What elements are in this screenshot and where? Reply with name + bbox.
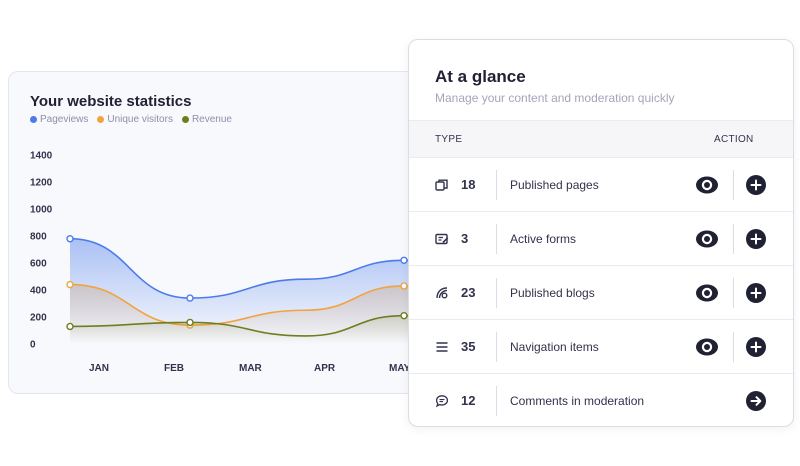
at-a-glance-card: At a glance Manage your content and mode… [408,39,794,427]
view-published-pages-button[interactable] [695,174,719,196]
blog-icon [436,287,448,299]
table-row-published-blogs: 23 Published blogs [409,266,793,320]
add-active-form-button[interactable] [746,229,766,249]
legend-label-revenue: Revenue [191,114,232,125]
plus-icon [750,287,762,299]
point-revenue [400,311,408,320]
x-tick-label: MAR [239,363,263,374]
line-pageviews [69,237,427,299]
y-tick-label: 800 [30,232,47,243]
arrow-right-icon [750,396,762,406]
x-tick-label: JAN [89,363,109,374]
add-navigation-item-button[interactable] [746,337,766,357]
x-tick-label: MAY [389,363,411,374]
comment-icon [435,395,449,408]
column-header-type: TYPE [435,134,463,145]
view-active-forms-button[interactable] [695,228,719,250]
glance-title: At a glance [435,67,526,86]
point-unique-visitors [66,280,74,289]
pages-icon [435,179,448,191]
row-count: 18 [461,177,476,192]
row-divider [496,332,497,362]
chart-legend: Pageviews Unique visitors Revenue [30,114,232,125]
plus-icon [750,341,762,353]
point-pageviews [66,234,74,243]
point-pageviews [186,294,194,302]
y-tick-label: 1000 [30,205,53,216]
action-divider [733,278,734,308]
view-navigation-items-button[interactable] [695,336,719,358]
menu-icon [436,342,448,352]
y-tick-label: 200 [30,313,47,324]
add-published-page-button[interactable] [746,175,766,195]
row-label: Published pages [510,178,599,192]
legend-item-unique-visitors[interactable]: Unique visitors [97,114,173,125]
legend-label-unique-visitors: Unique visitors [107,114,173,125]
row-label: Comments in moderation [510,394,645,408]
add-published-blog-button[interactable] [746,283,766,303]
row-divider [496,278,497,308]
website-statistics-card: Your website statistics Pageviews Unique… [8,71,428,394]
legend-item-revenue[interactable]: Revenue [181,114,232,125]
glance-subtitle: Manage your content and moderation quick… [435,91,675,105]
go-to-comments-button[interactable] [746,391,766,411]
point-unique-visitors [400,282,408,290]
legend-dot-pageviews [30,116,37,123]
row-count: 3 [461,231,469,246]
legend-label-pageviews: Pageviews [40,114,89,125]
table-row-active-forms: 3 Active forms [409,212,793,266]
action-divider [733,332,734,362]
row-divider [496,170,497,200]
plus-icon [750,233,762,245]
y-tick-label: 1200 [30,178,53,189]
table-header: TYPE ACTION [409,120,793,158]
x-tick-label: FEB [164,363,184,374]
action-divider [733,170,734,200]
row-count: 12 [461,393,476,408]
table-row-published-pages: 18 Published pages [409,158,793,212]
line-unique-visitors [69,283,427,326]
x-tick-label: APR [314,363,336,374]
line-revenue [69,314,427,337]
column-header-action: ACTION [714,134,754,145]
y-tick-label: 1400 [30,151,53,162]
row-label: Active forms [510,232,577,246]
y-tick-label: 400 [30,286,47,297]
table-row-comments-moderation: 12 Comments in moderation [409,374,793,426]
view-published-blogs-button[interactable] [695,282,719,304]
row-divider [496,224,497,254]
plus-icon [750,179,762,191]
stats-title: Your website statistics [30,93,192,110]
row-count: 23 [461,285,476,300]
row-count: 35 [461,339,476,354]
row-label: Navigation items [510,340,599,354]
y-tick-label: 600 [30,259,47,270]
y-tick-label: 0 [30,340,36,351]
legend-dot-unique-visitors [97,116,105,123]
row-label: Published blogs [510,286,595,300]
statistics-chart: 1400 1200 1000 800 600 400 200 0 JAN FEB MAR APR MAY [30,151,427,374]
point-pageviews [400,256,408,265]
table-row-navigation-items: 35 Navigation items [409,320,793,374]
point-revenue [186,318,194,327]
point-revenue [66,322,74,331]
form-icon [435,233,449,245]
legend-dot-revenue [181,116,189,123]
action-divider [733,224,734,254]
row-divider [496,386,497,416]
legend-item-pageviews[interactable]: Pageviews [30,114,88,125]
